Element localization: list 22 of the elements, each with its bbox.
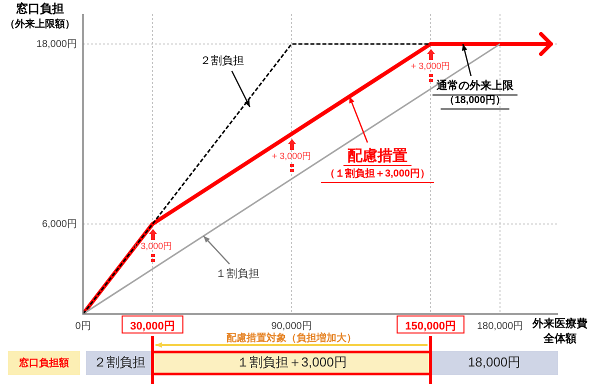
text: 配慮措置対象（負担増加大） xyxy=(226,332,357,344)
y-tick-label: 6,000円 xyxy=(42,218,77,230)
annotation: （１割負担＋3,000円） xyxy=(324,167,430,180)
annotation: 通常の外来上限 xyxy=(436,79,514,92)
annotation: + 3,000円 xyxy=(410,60,450,71)
annotation: ２割負担 xyxy=(200,54,244,68)
annotation: １割負担 xyxy=(215,267,260,280)
annotation: + 3,000円 xyxy=(272,150,312,161)
text: １割負担＋3,000円 xyxy=(236,354,347,370)
x-tick-label: 150,000円 xyxy=(405,320,456,333)
x-tick-label: 0円 xyxy=(75,320,91,332)
x-tick-label: 90,000円 xyxy=(271,320,312,332)
y-axis-title: 窓口負担 xyxy=(16,1,64,16)
x-axis-title: 外来医療費全体額 xyxy=(532,317,588,346)
annotation: + 3,000円 xyxy=(132,240,172,251)
x-tick-label: 30,000円 xyxy=(130,320,175,333)
annotation: 配慮措置 xyxy=(347,148,408,165)
text: ２割負担 xyxy=(93,354,146,370)
text: （外来上限額） xyxy=(5,18,75,30)
x-tick-label: 180,000円 xyxy=(476,320,524,332)
text: 窓口負担額 xyxy=(19,356,69,369)
text: 18,000円 xyxy=(468,354,521,370)
